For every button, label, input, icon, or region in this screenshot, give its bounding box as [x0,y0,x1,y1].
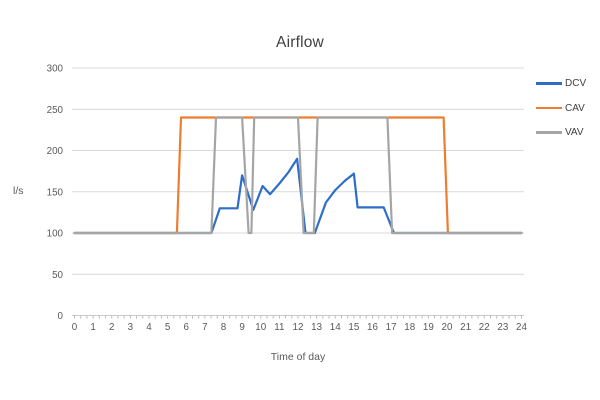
y-tick-label-250: 250 [47,105,64,116]
x-tick-label-22: 22 [479,322,490,333]
series-line-vav [73,116,523,235]
x-tick-label-0: 0 [72,322,78,333]
legend-label-cav: CAV [565,102,585,114]
y-tick-label-150: 150 [47,187,64,198]
x-axis-title: Time of day [270,351,326,363]
x-tick-label-10: 10 [255,322,266,333]
legend-line-swatch-dcv [536,82,562,85]
x-tick-label-2: 2 [109,322,114,333]
x-tick-label-23: 23 [497,322,508,333]
legend-item-cav: CAV [536,102,586,115]
legend-label-vav: VAV [565,127,584,138]
x-tick-label-6: 6 [184,322,190,333]
x-tick-label-18: 18 [404,322,415,333]
legend-line-swatch-vav [536,131,562,134]
y-tick-label-0: 0 [58,311,64,322]
legend-label-dcv: DCV [565,78,587,89]
legend: DCV CAV VAV [536,77,586,151]
x-tick-label-17: 17 [386,322,397,333]
x-tick-label-21: 21 [460,322,471,333]
x-tick-label-16: 16 [367,322,378,333]
y-tick-label-100: 100 [47,229,64,240]
y-tick-label-200: 200 [47,146,64,157]
x-tick-label-15: 15 [348,322,359,333]
y-axis-unit-label: l/s [13,185,24,197]
y-tick-label-50: 50 [52,270,63,281]
x-tick-label-1: 1 [90,322,95,333]
x-tick-label-14: 14 [330,322,341,333]
legend-line-swatch-cav [536,106,562,110]
x-tick-label-11: 11 [274,322,284,333]
x-tick-label-9: 9 [239,322,244,333]
x-tick-label-4: 4 [146,322,152,333]
x-tick-label-3: 3 [128,322,134,333]
x-tick-label-7: 7 [202,322,207,333]
chart-title: Airflow [276,34,324,51]
x-tick-label-13: 13 [311,322,322,333]
x-tick-label-19: 19 [423,322,434,333]
legend-item-vav: VAV [536,126,586,139]
series-line-dcv [73,157,523,235]
x-tick-label-20: 20 [442,322,453,333]
x-tick-label-8: 8 [221,322,227,333]
x-tick-label-5: 5 [165,322,171,333]
y-tick-label-300: 300 [47,64,64,75]
legend-item-dcv: DCV [536,77,586,90]
x-tick-label-12: 12 [293,322,304,333]
x-tick-label-24: 24 [516,322,527,333]
